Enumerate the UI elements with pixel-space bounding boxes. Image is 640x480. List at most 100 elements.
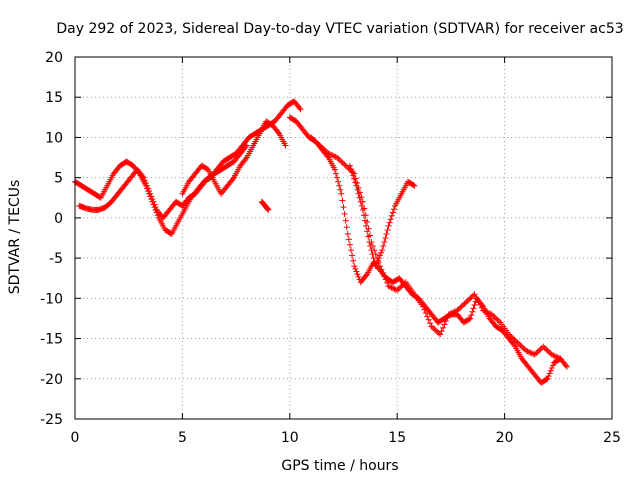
data-point [229,176,236,183]
series-track-e [308,134,564,362]
data-point [382,235,389,241]
y-tick-label: -25 [40,412,63,428]
data-point [467,295,474,302]
data-point [464,298,471,305]
series-track-f [346,162,418,270]
data-point [389,209,396,216]
data-point [364,228,371,235]
data-point [379,247,386,254]
data-point [411,182,418,189]
data-point [491,314,498,321]
data-point [309,135,316,142]
y-tick-label: -20 [40,372,63,388]
y-tick-label: 0 [54,211,63,227]
data-point [468,312,475,319]
data-point [282,142,289,149]
data-point [394,287,401,294]
data-point [525,348,532,355]
data-point [326,151,333,158]
y-tick-label: 10 [45,130,63,146]
data-point [472,293,479,300]
data-point [450,309,457,316]
data-point [437,331,444,338]
data-point [325,150,332,157]
data-point [455,306,462,313]
x-tick-label: 25 [603,430,621,446]
data-point [490,312,497,319]
data-point [374,257,381,264]
data-point [548,351,555,358]
data-point [359,206,366,213]
data-point [349,169,356,176]
data-point [495,318,502,325]
data-point [471,291,478,298]
data-point [355,273,362,280]
data-point [508,334,515,341]
data-point [523,347,530,354]
data-point [334,174,341,181]
data-point [475,299,482,306]
data-point [343,224,350,231]
data-point [389,285,396,292]
data-point [470,305,477,312]
data-point [480,307,487,314]
data-point [346,162,353,169]
data-point [388,212,395,219]
data-point [547,367,554,374]
data-point [384,279,391,286]
grid-layer [75,57,612,419]
data-point [550,352,557,359]
data-point [366,239,373,246]
data-point [440,324,447,331]
plot-frame [74,56,613,420]
data-point [329,152,336,159]
data-point [335,178,342,185]
data-point [434,328,441,335]
data-point [341,161,348,168]
series-track-b [76,142,250,221]
data-point [148,193,155,200]
x-tick-label: 10 [281,430,299,446]
data-point [563,363,570,370]
data-point [370,255,377,262]
tick-layer: 0 5 10 15 20 25 -25 -20 -15 -10 -5 0 5 10 15 20 [40,50,621,446]
data-point [311,137,318,144]
data-point [454,307,461,314]
data-point [322,147,329,154]
y-tick-label: -5 [49,251,63,267]
data-point [341,210,348,217]
data-point [534,348,541,355]
data-point [460,302,467,309]
data-point [264,205,271,212]
data-point [361,205,368,212]
data-point [358,202,365,209]
data-point [353,268,360,275]
data-point [265,206,272,213]
data-point [546,370,553,377]
data-point [457,304,464,311]
data-point [510,335,517,342]
y-tick-label: 5 [54,171,63,187]
data-point [554,354,561,361]
data-point [151,201,158,208]
data-point [390,206,397,213]
data-point [352,179,359,186]
data-point [505,331,512,338]
data-point [353,182,360,189]
data-point [356,189,363,196]
data-point [562,362,569,369]
data-point [424,313,431,320]
data-point [140,174,147,181]
data-point [316,142,323,149]
data-point [242,143,249,150]
data-point [354,186,361,193]
data-point [381,273,388,280]
data-point [518,343,525,350]
data-point [543,346,550,353]
data-point [386,219,393,226]
data-point [152,204,159,211]
y-tick-label: 15 [45,90,63,106]
data-point [477,302,484,309]
data-point [432,327,439,334]
data-point [372,263,379,270]
